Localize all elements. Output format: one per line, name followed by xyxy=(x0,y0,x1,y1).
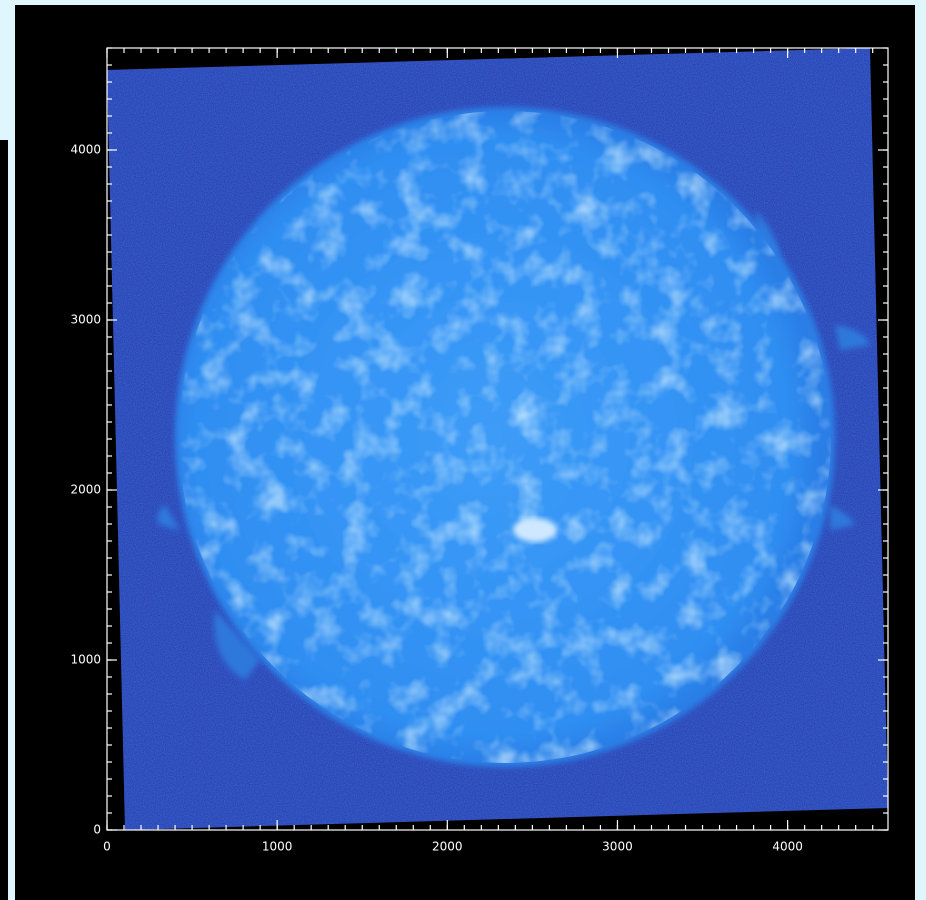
y-tick-label: 1000 xyxy=(70,653,101,667)
y-tick-label: 4000 xyxy=(70,143,101,157)
chart: 0 1000 2000 3000 4000 0 1000 2000 3000 4000 xyxy=(0,0,926,900)
sun-texture xyxy=(179,111,831,763)
bright-region xyxy=(513,518,557,542)
x-tick-label: 1000 xyxy=(262,840,293,854)
x-tick-label: 0 xyxy=(103,840,111,854)
y-tick-label: 0 xyxy=(93,823,101,837)
x-tick-label: 4000 xyxy=(772,840,803,854)
solar-image xyxy=(107,48,888,830)
side-bar xyxy=(0,140,8,900)
page: {"chart_data": {"type": "image", "xlim":… xyxy=(0,0,926,900)
y-tick-label: 3000 xyxy=(70,313,101,327)
x-tick-label: 2000 xyxy=(432,840,463,854)
y-tick-label: 2000 xyxy=(70,483,101,497)
x-tick-label: 3000 xyxy=(602,840,633,854)
